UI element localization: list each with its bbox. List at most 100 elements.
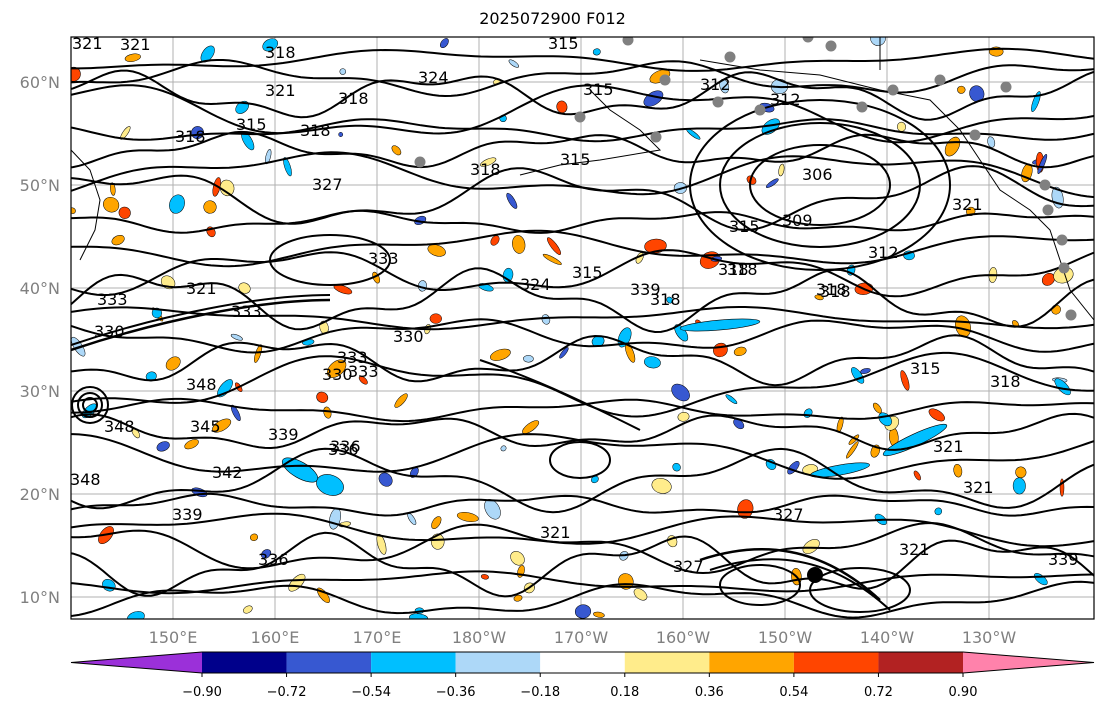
shaded-patch: [339, 68, 347, 75]
lon-tick-label: 140°W: [860, 628, 915, 647]
shaded-patch: [651, 478, 672, 494]
closed-contour: [71, 386, 109, 424]
shaded-patch: [512, 235, 526, 254]
colorbar-extend-max: [963, 652, 1094, 673]
contour-label: 315: [583, 80, 614, 99]
shaded-patch: [737, 499, 754, 519]
shaded-patch: [953, 463, 963, 478]
shaded-patch: [326, 359, 347, 378]
shaded-patch: [219, 179, 235, 197]
station-markers: [414, 37, 1077, 583]
contour-line: [71, 249, 1094, 298]
contour-label: 318: [650, 290, 681, 309]
contour-label: 315: [910, 359, 941, 378]
shaded-patch: [957, 85, 966, 94]
shaded-patch: [934, 507, 943, 516]
contour-line: [71, 334, 1094, 387]
colorbar-tick-label: −0.72: [267, 685, 307, 700]
contour-label: 321: [963, 478, 994, 497]
station-marker: [1039, 179, 1051, 191]
contour-label: 330: [94, 322, 125, 341]
shaded-patch: [761, 118, 780, 135]
contour-label: 327: [773, 505, 804, 524]
contour-line: [71, 306, 1094, 331]
contour-line: [71, 318, 1094, 354]
colorbar-segment: [455, 652, 541, 673]
contour-line: [71, 433, 1094, 480]
contour-label: 315: [236, 115, 267, 134]
colorbar-segment: [286, 652, 372, 673]
station-marker: [887, 84, 899, 96]
contour-line: [71, 512, 1094, 548]
shaded-patch: [522, 420, 540, 434]
shaded-patch: [124, 53, 141, 62]
shaded-patch: [230, 333, 243, 341]
closed-contour: [719, 122, 921, 248]
station-marker: [650, 131, 662, 143]
lat-tick-label: 10°N: [20, 588, 60, 607]
colorbar-segment: [878, 652, 963, 673]
contour-label: 321: [265, 81, 296, 100]
contour-label: 336: [328, 440, 359, 459]
shaded-patch: [103, 196, 120, 213]
contour-line: [71, 267, 1094, 334]
colorbar-segment: [624, 652, 710, 673]
lat-tick-label: 20°N: [20, 485, 60, 504]
closed-contour: [749, 144, 891, 226]
coastline: [519, 89, 662, 176]
lon-tick-label: 170°E: [353, 628, 402, 647]
longitude-tick-labels: 150°E 160°E 170°E 180°W 170°W 160°W 150°W 140°W…: [149, 628, 1017, 647]
shaded-patch: [480, 574, 489, 580]
colorbar-segment: [793, 652, 879, 673]
contour-label: 312: [868, 243, 899, 262]
shaded-patch: [846, 441, 859, 459]
shaded-patch: [250, 533, 258, 542]
shaded-patch: [427, 244, 446, 257]
shaded-patch: [283, 157, 292, 177]
station-marker: [622, 37, 634, 46]
colorbar-tick-label: 0.72: [864, 685, 893, 700]
shaded-patch: [429, 313, 442, 324]
contour-line: [71, 580, 1094, 619]
shaded-patch: [212, 418, 232, 433]
contour-label: 315: [548, 34, 579, 53]
map-title: 2025072900 F012: [479, 9, 626, 28]
contour-label: 336: [330, 437, 361, 456]
colorbar-segment: [202, 652, 287, 673]
shaded-patch: [1041, 273, 1055, 286]
shaded-patch: [559, 347, 569, 359]
shaded-patch: [1012, 477, 1026, 495]
contour-label: 318: [820, 282, 851, 301]
shaded-patch: [111, 234, 125, 246]
colorbar-tick-label: −0.90: [182, 685, 222, 700]
colorbar-segment: [709, 652, 794, 673]
shaded-patch: [523, 355, 534, 363]
shaded-patch: [243, 605, 253, 614]
colorbar-tick-label: 0.54: [779, 685, 808, 700]
contour-line: [699, 548, 881, 601]
contour-label: 306: [802, 165, 833, 184]
contour-label: 318: [300, 121, 331, 140]
station-marker: [574, 111, 586, 123]
contour-line: [71, 521, 1094, 575]
shaded-patch: [431, 516, 442, 529]
contour-label: 315: [572, 263, 603, 282]
closed-contour: [82, 397, 98, 413]
contour-label: 318: [265, 43, 296, 62]
contour-label: 333: [231, 302, 262, 321]
contour-label: 333: [337, 348, 368, 367]
contour-label: 315: [560, 150, 591, 169]
shaded-patch: [391, 145, 402, 156]
lon-tick-label: 150°E: [149, 628, 198, 647]
contour-label: 348: [70, 470, 101, 489]
colorbar-segment: [540, 652, 625, 673]
coastlines: [71, 37, 1094, 321]
contour-line: [71, 165, 1094, 231]
shaded-patch: [262, 38, 279, 52]
contour-line: [71, 531, 1094, 598]
contour-label: 333: [348, 362, 379, 381]
colorbar-tick-label: −0.18: [520, 685, 560, 700]
contour-line: [71, 298, 331, 352]
shaded-patch: [126, 611, 145, 619]
colorbar-extend-min: [71, 652, 202, 673]
